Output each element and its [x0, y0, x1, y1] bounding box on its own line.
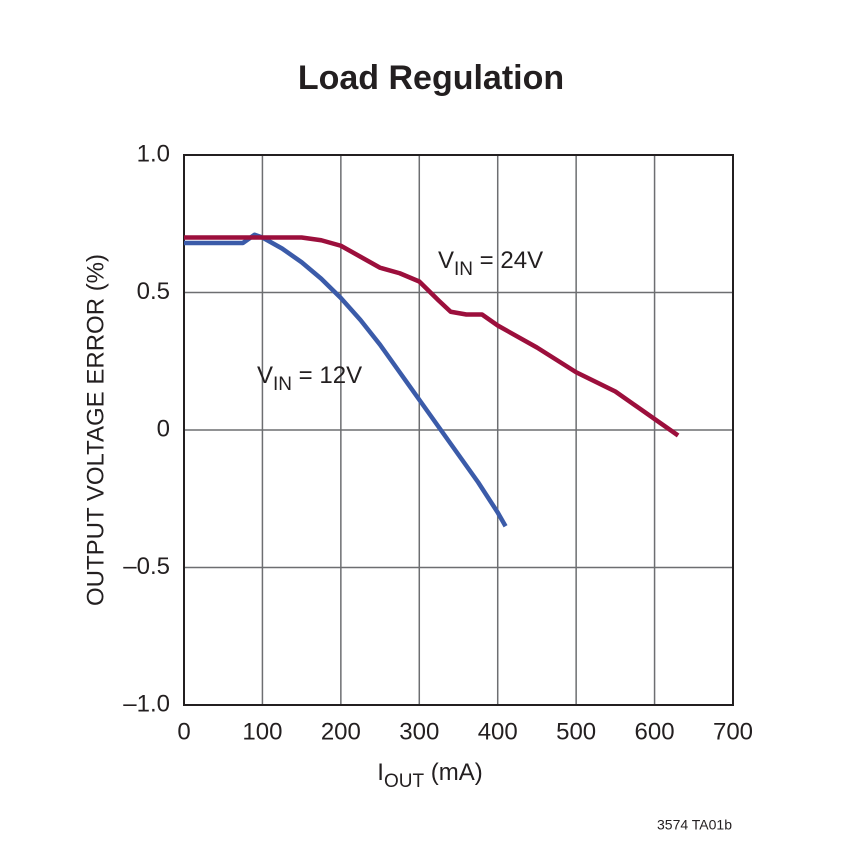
y-tick-label: –1.0: [123, 690, 170, 717]
x-axis-label: IOUT (mA): [377, 759, 482, 792]
x-tick-label: 400: [478, 718, 518, 745]
series-label-rest: = 24V: [473, 247, 543, 274]
series-label: VIN = 12V: [257, 362, 362, 395]
x-tick-label: 600: [635, 718, 675, 745]
x-tick-label: 300: [399, 718, 439, 745]
series-label-main: V: [257, 362, 273, 389]
x-label-main: I: [377, 759, 384, 786]
x-label-sub: OUT: [384, 771, 425, 792]
chart-title: Load Regulation: [298, 59, 564, 97]
y-tick-label: –0.5: [123, 553, 170, 580]
y-tick-label: 0: [157, 415, 170, 442]
y-axis-label: OUTPUT VOLTAGE ERROR (%): [82, 254, 109, 606]
x-tick-label: 500: [556, 718, 596, 745]
x-tick-label: 100: [242, 718, 282, 745]
x-tick-label: 0: [177, 718, 190, 745]
series-label-sub: IN: [273, 374, 292, 395]
x-tick-label: 200: [321, 718, 361, 745]
x-label-rest: (mA): [424, 759, 483, 786]
y-tick-label: 1.0: [137, 140, 170, 167]
footnote: 3574 TA01b: [657, 817, 732, 833]
series-line: [184, 235, 680, 438]
series-label: VIN = 24V: [438, 247, 543, 280]
plot-frame: [183, 154, 734, 706]
series-label-sub: IN: [454, 259, 473, 280]
series-label-main: V: [438, 247, 454, 274]
y-tick-label: 0.5: [137, 278, 170, 305]
x-tick-label: 700: [713, 718, 753, 745]
series-label-rest: = 12V: [292, 362, 362, 389]
